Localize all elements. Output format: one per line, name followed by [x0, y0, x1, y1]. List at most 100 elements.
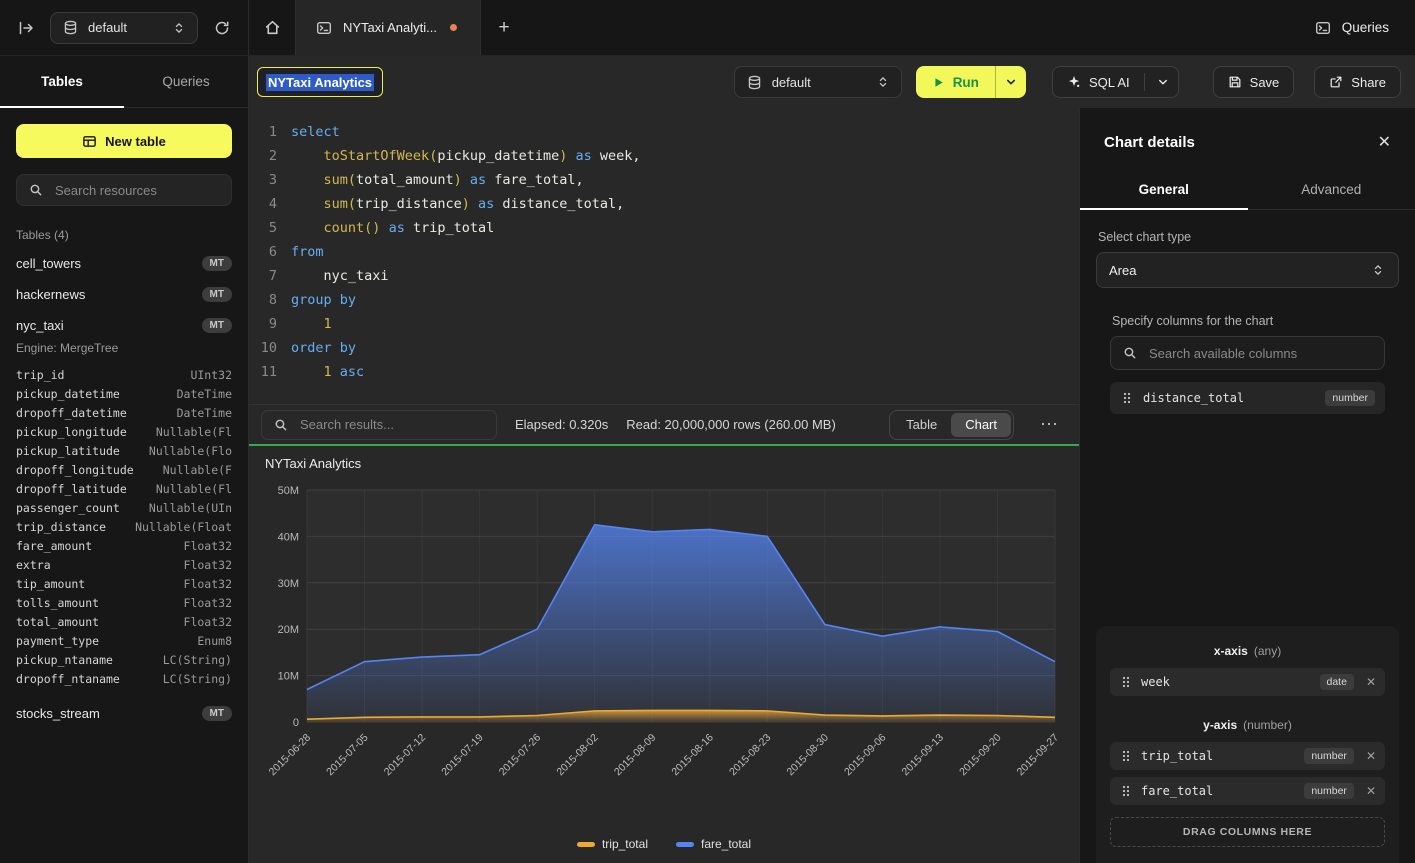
drag-handle-icon[interactable] — [1119, 782, 1133, 800]
refresh-icon[interactable] — [212, 18, 232, 38]
x-tick-label: 2015-06-28 — [267, 732, 314, 779]
code-text: toStartOfWeek(pickup_datetime) as week, — [277, 144, 641, 168]
code-line: 4 sum(trip_distance) as distance_total, — [249, 192, 1079, 216]
sidebar-tab-queries[interactable]: Queries — [124, 56, 248, 107]
share-button[interactable]: Share — [1314, 66, 1401, 98]
column-item[interactable]: pickup_longitude Nullable(Fl — [0, 422, 248, 441]
drop-zone[interactable]: DRAG COLUMNS HERE — [1110, 817, 1385, 847]
drag-handle-icon[interactable] — [1119, 747, 1133, 765]
sql-editor[interactable]: 1 select 2 toStartOfWeek(pickup_datetime) … — [249, 108, 1079, 404]
database-selector[interactable]: default — [50, 11, 198, 44]
table-item[interactable]: cell_towers MT — [0, 248, 248, 279]
column-item[interactable]: dropoff_latitude Nullable(Fl — [0, 479, 248, 498]
trip_total-line — [306, 709, 1056, 721]
tables-section-label: Tables (4) — [16, 228, 69, 242]
column-item[interactable]: fare_amount Float32 — [0, 536, 248, 555]
legend-item[interactable]: fare_total — [675, 837, 751, 851]
run-options-button[interactable] — [994, 66, 1026, 98]
engine-badge: MT — [201, 706, 232, 721]
column-type: Float32 — [183, 557, 232, 572]
column-item[interactable]: dropoff_longitude Nullable(F — [0, 460, 248, 479]
column-type: Float32 — [183, 614, 232, 629]
pane-resize-handle[interactable] — [249, 444, 1079, 446]
column-name: trip_id — [16, 367, 65, 382]
engine-badge: MT — [201, 287, 232, 302]
column-name: fare_amount — [16, 538, 93, 553]
column-name: tolls_amount — [16, 595, 100, 610]
column-item[interactable]: pickup_datetime DateTime — [0, 384, 248, 403]
table-item[interactable]: stocks_stream MT — [0, 698, 248, 729]
column-item[interactable]: passenger_count Nullable(UIn — [0, 498, 248, 517]
available-column-item[interactable]: distance_total number — [1110, 382, 1385, 414]
code-text: 1 asc — [277, 360, 365, 384]
columns-search-input[interactable] — [1147, 344, 1374, 362]
column-name: dropoff_latitude — [16, 481, 127, 496]
column-item[interactable]: tip_amount Float32 — [0, 574, 248, 593]
legend-item[interactable]: trip_total — [576, 837, 648, 851]
column-type: Nullable(Fl — [155, 424, 232, 439]
query-title-input[interactable]: NYTaxi Analytics — [257, 67, 384, 97]
drag-handle-icon[interactable] — [1119, 673, 1133, 691]
column-item[interactable]: total_amount Float32 — [0, 612, 248, 631]
table-item[interactable]: nyc_taxi MT — [0, 310, 248, 341]
results-search-input[interactable] — [298, 416, 486, 433]
remove-icon[interactable]: ✕ — [1365, 749, 1376, 763]
new-table-button[interactable]: New table — [16, 124, 232, 158]
close-icon[interactable]: ✕ — [1377, 134, 1391, 151]
x-tick-label: 2015-09-13 — [900, 732, 947, 779]
column-item[interactable]: tolls_amount Float32 — [0, 593, 248, 612]
new-tab-button[interactable]: + — [498, 16, 510, 38]
column-item[interactable]: pickup_latitude Nullable(Flo — [0, 441, 248, 460]
column-type: LC(String) — [162, 652, 232, 667]
axis-column-item[interactable]: week date ✕ — [1110, 668, 1385, 696]
queries-button[interactable]: Queries — [1313, 18, 1389, 38]
column-item[interactable]: dropoff_datetime DateTime — [0, 403, 248, 422]
token: ) — [461, 196, 470, 212]
column-item[interactable]: pickup_ntaname LC(String) — [0, 650, 248, 669]
column-item[interactable]: payment_type Enum8 — [0, 631, 248, 650]
query-tab[interactable]: NYTaxi Analyti... — [295, 0, 481, 55]
results-toolbar: Elapsed: 0.320s Read: 20,000,000 rows (2… — [249, 404, 1079, 444]
table-name: nyc_taxi — [16, 318, 64, 333]
chevron-updown-icon — [1370, 262, 1386, 278]
table-item[interactable]: hackernews MT — [0, 279, 248, 310]
token: ( — [347, 172, 357, 188]
column-type: Float32 — [183, 576, 232, 591]
column-item[interactable]: trip_id UInt32 — [0, 365, 248, 384]
sidebar-tab-tables[interactable]: Tables — [0, 56, 124, 108]
save-button[interactable]: Save — [1212, 66, 1295, 98]
view-chart-button[interactable]: Chart — [951, 412, 1011, 437]
queries-label: Queries — [1341, 20, 1389, 35]
more-options-button[interactable]: ⋯ — [1040, 414, 1059, 434]
view-table-button[interactable]: Table — [906, 417, 938, 432]
axis-column-item[interactable]: fare_total number ✕ — [1110, 777, 1385, 805]
drag-handle-icon[interactable] — [1120, 389, 1134, 407]
database-selector-value: default — [88, 20, 128, 35]
share-label: Share — [1351, 74, 1386, 90]
run-button[interactable]: Run — [916, 66, 995, 98]
sidebar-search-input[interactable] — [53, 181, 221, 199]
y-axis-hint: (number) — [1243, 718, 1292, 732]
sql-ai-button[interactable]: SQL AI — [1051, 66, 1179, 98]
line-number: 7 — [268, 268, 277, 284]
column-item[interactable]: trip_distance Nullable(Float — [0, 517, 248, 536]
collapse-sidebar-icon[interactable] — [16, 18, 36, 38]
sidebar-tab-queries-label: Queries — [162, 74, 210, 89]
column-item[interactable]: extra Float32 — [0, 555, 248, 574]
axis-column-item[interactable]: trip_total number ✕ — [1110, 742, 1385, 770]
tab-general[interactable]: General — [1080, 170, 1248, 210]
chart-type-select[interactable]: Area — [1096, 252, 1399, 288]
tab-advanced[interactable]: Advanced — [1301, 182, 1362, 197]
column-item[interactable]: dropoff_ntaname LC(String) — [0, 669, 248, 688]
run-database-selector[interactable]: default — [733, 66, 902, 98]
token: ( — [347, 196, 357, 212]
x-axis-hint: (any) — [1253, 644, 1282, 658]
remove-icon[interactable]: ✕ — [1365, 784, 1376, 798]
divider — [1143, 73, 1145, 91]
code-line: 1 select — [249, 120, 1079, 144]
remove-icon[interactable]: ✕ — [1365, 675, 1376, 689]
home-icon[interactable] — [249, 0, 295, 55]
token: sum — [323, 172, 348, 188]
run-split-button: Run — [915, 66, 1026, 98]
